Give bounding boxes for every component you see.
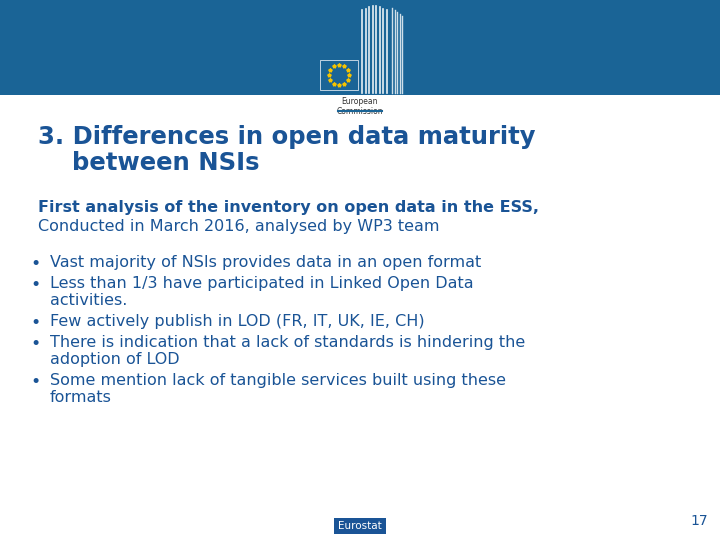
Text: •: •: [30, 255, 40, 273]
Text: •: •: [30, 276, 40, 294]
Text: activities.: activities.: [50, 293, 127, 308]
Text: •: •: [30, 335, 40, 353]
Text: Less than 1/3 have participated in Linked Open Data: Less than 1/3 have participated in Linke…: [50, 276, 474, 291]
Text: Vast majority of NSIs provides data in an open format: Vast majority of NSIs provides data in a…: [50, 255, 481, 270]
Text: between NSIs: between NSIs: [38, 151, 259, 175]
Text: First analysis of the inventory on open data in the ESS,: First analysis of the inventory on open …: [38, 200, 539, 215]
Text: There is indication that a lack of standards is hindering the: There is indication that a lack of stand…: [50, 335, 526, 350]
Text: European
Commission: European Commission: [337, 97, 383, 117]
Text: 3. Differences in open data maturity: 3. Differences in open data maturity: [38, 125, 536, 149]
Text: Some mention lack of tangible services built using these: Some mention lack of tangible services b…: [50, 373, 506, 388]
Text: Conducted in March 2016, analysed by WP3 team: Conducted in March 2016, analysed by WP3…: [38, 219, 439, 234]
Text: Few actively publish in LOD (FR, IT, UK, IE, CH): Few actively publish in LOD (FR, IT, UK,…: [50, 314, 425, 329]
Text: adoption of LOD: adoption of LOD: [50, 352, 179, 367]
Text: 17: 17: [690, 514, 708, 528]
Bar: [0, 0, 720, 95]
Bar: [334, 518, 386, 534]
Text: •: •: [30, 314, 40, 332]
Text: formats: formats: [50, 390, 112, 405]
Text: Eurostat: Eurostat: [338, 521, 382, 531]
Bar: [320, 60, 358, 90]
Text: •: •: [30, 373, 40, 391]
